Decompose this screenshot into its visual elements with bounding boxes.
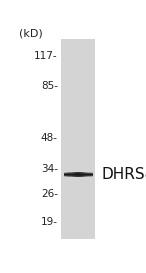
Bar bbox=[64, 175, 93, 176]
Bar bbox=[61, 39, 95, 239]
Bar bbox=[88, 172, 89, 177]
Bar bbox=[64, 176, 93, 177]
Bar bbox=[64, 172, 93, 173]
Text: 48-: 48- bbox=[41, 133, 58, 143]
Bar bbox=[64, 173, 93, 174]
Bar bbox=[64, 172, 65, 177]
Bar bbox=[83, 172, 84, 177]
Bar bbox=[67, 172, 68, 177]
Bar bbox=[92, 172, 93, 177]
Text: 117-: 117- bbox=[34, 51, 58, 61]
Bar bbox=[91, 172, 92, 177]
Bar bbox=[79, 172, 80, 177]
Bar bbox=[74, 172, 75, 177]
Bar bbox=[64, 174, 93, 175]
Bar bbox=[65, 172, 66, 177]
Bar bbox=[65, 172, 66, 177]
Bar bbox=[66, 172, 67, 177]
Bar bbox=[82, 172, 83, 177]
Bar bbox=[67, 172, 68, 177]
Bar bbox=[87, 172, 88, 177]
Bar bbox=[70, 172, 71, 177]
Bar bbox=[69, 172, 70, 177]
Bar bbox=[92, 172, 93, 177]
Bar bbox=[68, 172, 69, 177]
Text: DHRS8: DHRS8 bbox=[102, 167, 146, 182]
Text: 34-: 34- bbox=[41, 164, 58, 174]
Bar bbox=[64, 176, 93, 177]
Bar bbox=[85, 172, 86, 177]
Text: (kD): (kD) bbox=[19, 28, 43, 38]
Bar bbox=[64, 174, 93, 175]
Bar bbox=[80, 172, 81, 177]
Bar bbox=[89, 172, 90, 177]
Bar bbox=[64, 172, 93, 173]
Bar bbox=[73, 172, 74, 177]
Bar bbox=[64, 176, 93, 177]
Bar bbox=[64, 172, 93, 173]
Bar bbox=[64, 173, 93, 174]
Bar bbox=[76, 172, 77, 177]
Bar bbox=[77, 172, 78, 177]
Bar bbox=[75, 172, 76, 177]
Bar bbox=[81, 172, 82, 177]
Text: 26-: 26- bbox=[41, 189, 58, 198]
Bar bbox=[64, 175, 93, 176]
Bar bbox=[70, 172, 71, 177]
Bar bbox=[71, 172, 72, 177]
Bar bbox=[84, 172, 85, 177]
Bar bbox=[66, 172, 67, 177]
Bar bbox=[90, 172, 91, 177]
Bar bbox=[72, 172, 73, 177]
Bar bbox=[71, 172, 72, 177]
Bar bbox=[64, 174, 93, 175]
Bar bbox=[64, 175, 93, 176]
Bar bbox=[88, 172, 89, 177]
Bar bbox=[64, 175, 93, 176]
Bar bbox=[64, 173, 93, 174]
Bar bbox=[64, 176, 93, 177]
Text: 85-: 85- bbox=[41, 81, 58, 91]
Text: 19-: 19- bbox=[41, 217, 58, 227]
Bar bbox=[91, 172, 92, 177]
Bar bbox=[86, 172, 87, 177]
Bar bbox=[89, 172, 90, 177]
Bar bbox=[78, 172, 79, 177]
Bar bbox=[64, 173, 93, 174]
Bar bbox=[64, 172, 93, 173]
